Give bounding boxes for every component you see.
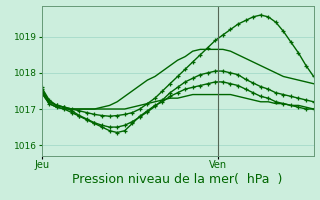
X-axis label: Pression niveau de la mer(  hPa  ): Pression niveau de la mer( hPa ) (72, 173, 283, 186)
